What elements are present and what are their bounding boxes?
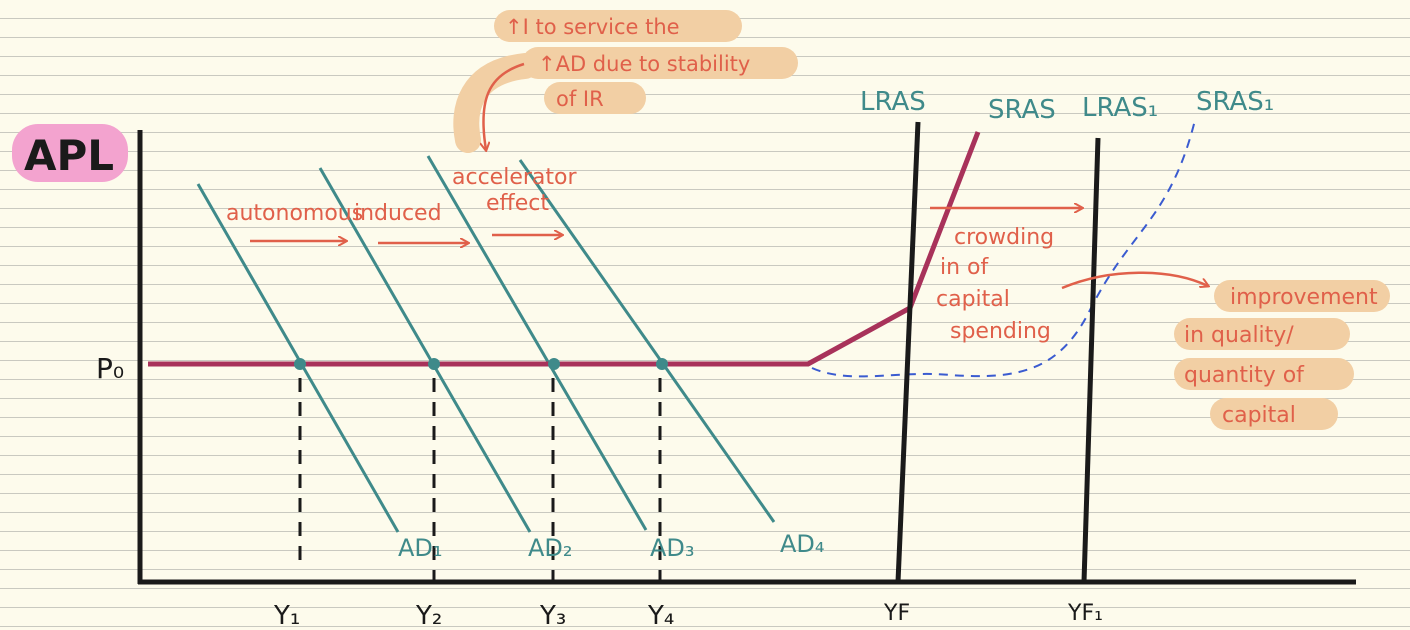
y4-label: Y₄ (647, 601, 674, 630)
price-level-label: P₀ (96, 352, 124, 385)
crowding-line-4: spending (950, 319, 1051, 344)
diagram-title: APL (24, 131, 114, 180)
equilibrium-point-1 (294, 358, 306, 370)
sras1-label: SRAS₁ (1196, 87, 1274, 117)
lras-label: LRAS (860, 87, 926, 117)
lras1-label: LRAS₁ (1082, 93, 1158, 123)
top-note-line-3: of IR (556, 87, 604, 111)
improvement-line-2: in quality/ (1184, 323, 1294, 348)
ad2-curve (318, 167, 532, 533)
improvement-highlight-3 (1174, 358, 1354, 390)
improvement-line-3: quantity of (1184, 363, 1305, 388)
ad1-label: AD₁ (398, 534, 443, 562)
induced-label: induced (354, 201, 442, 226)
y1-label: Y₁ (273, 601, 300, 630)
sras-label: SRAS (988, 95, 1056, 125)
top-note-highlight-1 (494, 10, 742, 42)
title-highlight (12, 124, 128, 182)
improvement-line-1: improvement (1230, 285, 1378, 310)
top-note-line-2: ↑AD due to stability (538, 52, 750, 76)
crowding-line-2: in of (940, 255, 990, 280)
top-note-line-1: ↑I to service the (505, 15, 680, 39)
ad4-curve (518, 159, 776, 523)
crowding-line-1: crowding (954, 225, 1054, 250)
top-note-highlight-3 (544, 82, 646, 114)
ad3-label: AD₃ (650, 534, 695, 562)
yf-label: YF (883, 601, 910, 626)
y2-label: Y₂ (415, 601, 442, 630)
ad2-label: AD₂ (528, 534, 573, 562)
accelerator-label: accelerator (452, 165, 577, 190)
top-note-highlight-tail (453, 53, 538, 153)
top-note-arrow (483, 62, 525, 150)
lras-line (895, 121, 921, 583)
effect-label: effect (486, 191, 549, 216)
equilibrium-point-3 (548, 358, 560, 370)
sras1-curve (811, 119, 1196, 378)
yf1-label: YF₁ (1067, 601, 1103, 626)
improvement-highlight-1 (1214, 280, 1390, 312)
autonomous-label: autonomous (226, 201, 363, 226)
improvement-line-4: capital (1222, 403, 1296, 428)
sras-curve (148, 131, 981, 367)
ad4-label: AD₄ (780, 530, 825, 558)
improvement-highlight-2 (1174, 318, 1350, 350)
top-note-highlight-2 (522, 47, 798, 79)
improvement-arrow (1061, 271, 1208, 290)
equilibrium-point-2 (428, 358, 440, 370)
lras1-line (1081, 137, 1101, 583)
y3-label: Y₃ (539, 601, 566, 630)
equilibrium-point-4 (656, 358, 668, 370)
crowding-line-3: capital (936, 287, 1010, 312)
improvement-highlight-4 (1210, 398, 1338, 430)
ad1-curve (196, 183, 400, 533)
ad3-curve (426, 155, 648, 531)
